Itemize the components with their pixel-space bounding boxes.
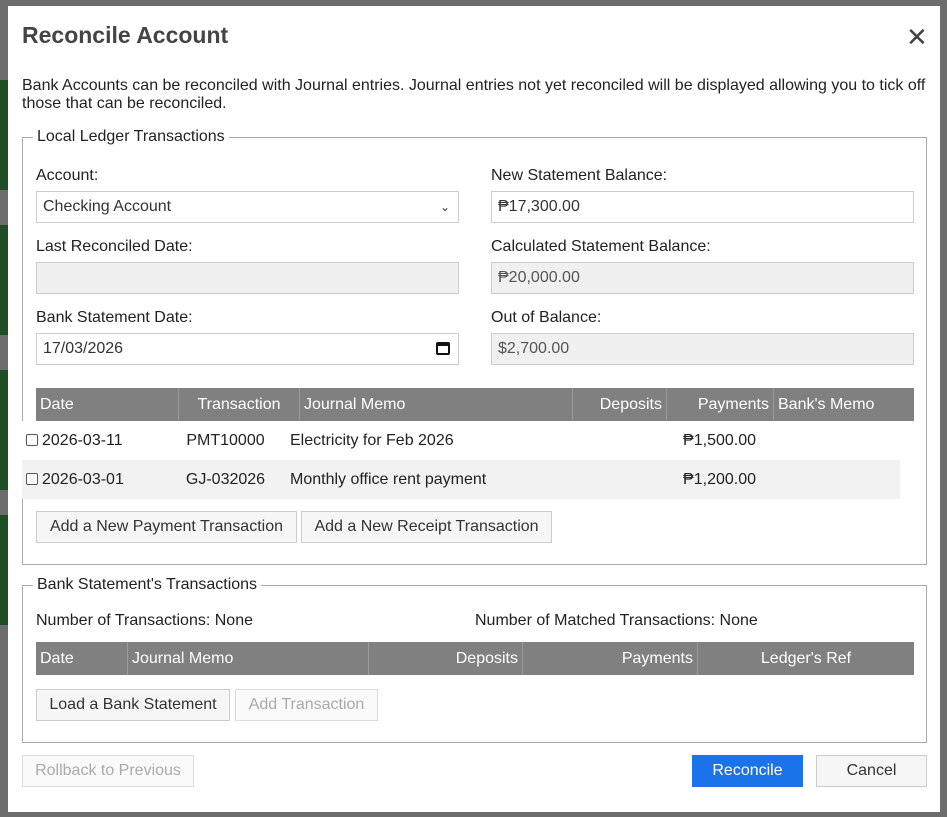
fieldset-legend: Bank Statement's Transactions bbox=[33, 576, 262, 594]
account-select[interactable]: Checking Account ⌄ bbox=[36, 191, 459, 223]
row-transaction: GJ-032026 bbox=[185, 471, 266, 488]
column-header-journal-memo[interactable]: Journal Memo bbox=[300, 388, 573, 421]
column-header-payments[interactable]: Payments bbox=[667, 388, 774, 421]
chevron-down-icon: ⌄ bbox=[439, 200, 450, 214]
num-matched-transactions: Number of Matched Transactions: None bbox=[475, 612, 758, 629]
last-reconciled-label: Last Reconciled Date: bbox=[36, 238, 193, 255]
row-transaction: PMT10000 bbox=[186, 432, 265, 449]
add-transaction-button[interactable]: Add Transaction bbox=[235, 689, 378, 721]
bank-statement-fieldset: Bank Statement's Transactions bbox=[22, 576, 927, 743]
ledger-table-header: Date Transaction Journal Memo Deposits P… bbox=[36, 388, 914, 421]
reconcile-button[interactable]: Reconcile bbox=[692, 755, 803, 787]
last-reconciled-field bbox=[36, 262, 459, 294]
column-header-deposits[interactable]: Deposits bbox=[369, 642, 523, 675]
account-value: Checking Account bbox=[43, 198, 172, 215]
row-checkbox[interactable] bbox=[26, 473, 38, 485]
column-header-date[interactable]: Date bbox=[36, 388, 179, 421]
bank-table-header: Date Journal Memo Deposits Payments Ledg… bbox=[36, 642, 914, 675]
close-icon[interactable]: ✕ bbox=[906, 22, 928, 52]
calc-balance-label: Calculated Statement Balance: bbox=[491, 238, 711, 255]
new-balance-input[interactable]: ₱17,300.00 bbox=[491, 191, 914, 223]
dialog-description: Bank Accounts can be reconciled with Jou… bbox=[22, 77, 926, 112]
background-page bbox=[0, 515, 8, 625]
num-transactions: Number of Transactions: None bbox=[36, 612, 253, 629]
account-label: Account: bbox=[36, 167, 99, 184]
table-row: 2026-03-01 GJ-032026 Monthly office rent… bbox=[22, 460, 900, 499]
row-payments: ₱1,500.00 bbox=[683, 432, 756, 449]
dialog-title: Reconcile Account bbox=[22, 22, 229, 48]
column-header-payments[interactable]: Payments bbox=[523, 642, 698, 675]
calendar-icon[interactable] bbox=[436, 342, 450, 355]
row-memo: Electricity for Feb 2026 bbox=[290, 432, 454, 449]
fieldset-legend: Local Ledger Transactions bbox=[33, 128, 229, 146]
column-header-banks-memo[interactable]: Bank's Memo bbox=[778, 396, 875, 413]
row-date: 2026-03-01 bbox=[42, 471, 124, 488]
statement-date-label: Bank Statement Date: bbox=[36, 309, 193, 326]
out-of-balance-field: $2,700.00 bbox=[491, 333, 914, 365]
column-header-ledgers-ref[interactable]: Ledger's Ref bbox=[760, 650, 852, 667]
background-page bbox=[0, 80, 8, 190]
statement-date-input[interactable]: 17/03/2026 bbox=[36, 333, 459, 365]
local-ledger-fieldset: Local Ledger Transactions bbox=[22, 128, 927, 565]
background-page bbox=[0, 370, 8, 490]
rollback-button[interactable]: Rollback to Previous bbox=[22, 755, 194, 787]
row-date: 2026-03-11 bbox=[42, 432, 123, 449]
out-of-balance-label: Out of Balance: bbox=[491, 309, 602, 326]
row-checkbox[interactable] bbox=[26, 434, 38, 446]
column-header-date[interactable]: Date bbox=[36, 642, 128, 675]
column-header-transaction[interactable]: Transaction bbox=[179, 388, 300, 421]
statement-date-value: 17/03/2026 bbox=[43, 340, 124, 357]
column-header-journal-memo[interactable]: Journal Memo bbox=[128, 642, 369, 675]
reconcile-dialog: Reconcile Account ✕ Bank Accounts can be… bbox=[8, 6, 940, 812]
add-receipt-button[interactable]: Add a New Receipt Transaction bbox=[301, 511, 552, 543]
row-payments: ₱1,200.00 bbox=[683, 471, 756, 488]
load-bank-statement-button[interactable]: Load a Bank Statement bbox=[36, 689, 230, 721]
row-memo: Monthly office rent payment bbox=[290, 471, 487, 488]
background-page bbox=[0, 225, 8, 335]
cancel-button[interactable]: Cancel bbox=[816, 755, 927, 787]
table-row: 2026-03-11 PMT10000 Electricity for Feb … bbox=[22, 421, 900, 460]
new-balance-label: New Statement Balance: bbox=[491, 167, 668, 184]
calc-balance-field: ₱20,000.00 bbox=[491, 262, 914, 294]
add-payment-button[interactable]: Add a New Payment Transaction bbox=[36, 511, 297, 543]
column-header-deposits[interactable]: Deposits bbox=[573, 388, 667, 421]
